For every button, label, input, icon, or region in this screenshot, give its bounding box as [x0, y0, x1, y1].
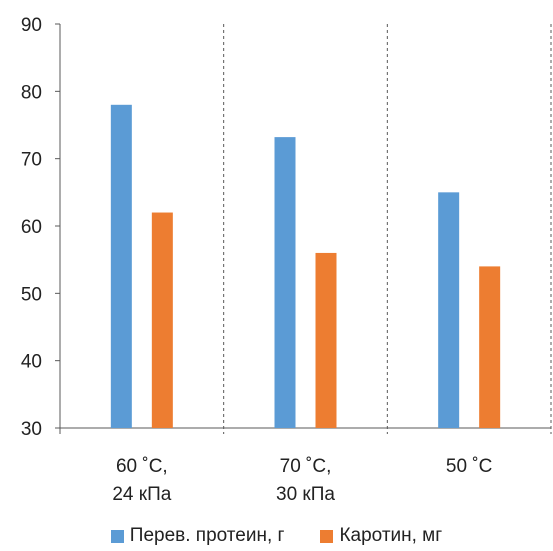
y-tick-label: 60 — [21, 217, 42, 238]
legend-item-protein: Перев. протеин, г — [110, 525, 285, 547]
chart-axes — [59, 24, 551, 429]
x-category-label: 70 ˚C, 30 кПа — [276, 456, 335, 505]
chart-legend: Перев. протеин, г Каротин, мг — [0, 524, 553, 548]
y-tick-label: 30 — [21, 419, 42, 440]
bar-protein — [438, 192, 460, 428]
y-tick-label: 70 — [21, 150, 42, 171]
legend-swatch-carotene — [320, 529, 334, 543]
y-tick-label: 80 — [21, 82, 42, 103]
bar-protein — [110, 104, 132, 429]
x-axis-labels: 60 ˚C, 24 кПа 70 ˚C, 30 кПа 50 ˚C — [112, 456, 492, 505]
y-tick-label: 40 — [21, 352, 42, 373]
bar-carotene — [315, 252, 337, 428]
y-axis-ticks: 30 40 50 60 70 80 90 — [21, 15, 60, 440]
legend-label-protein: Перев. протеин, г — [129, 525, 285, 546]
bar-protein — [274, 137, 296, 428]
x-category-label: 60 ˚C, 24 кПа — [112, 456, 171, 505]
legend-item-carotene: Каротин, мг — [320, 525, 442, 547]
category-separators — [59, 24, 552, 434]
y-tick-label: 50 — [21, 284, 42, 305]
bar-carotene — [151, 212, 173, 428]
x-category-label: 50 ˚C — [446, 456, 492, 477]
legend-label-carotene: Каротин, мг — [339, 525, 443, 546]
legend-swatch-protein — [110, 529, 124, 543]
y-tick-label: 90 — [21, 15, 42, 36]
bar-carotene — [479, 266, 501, 428]
chart-bars — [110, 104, 501, 429]
